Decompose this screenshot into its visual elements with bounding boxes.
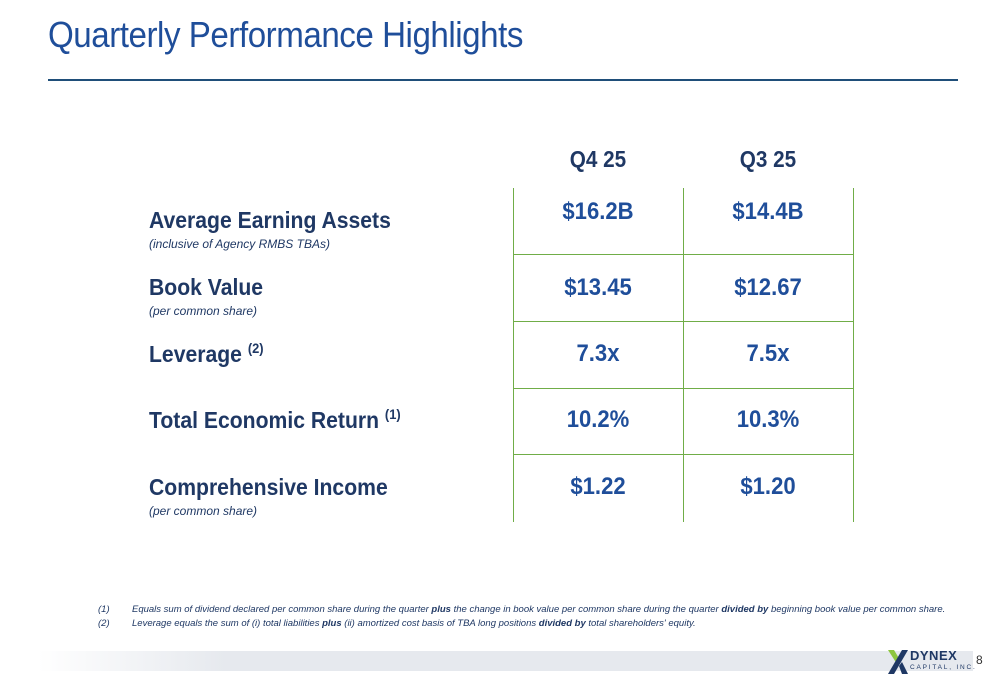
footnote-number: (1): [98, 604, 110, 615]
cell-average-earning-assets-q3: $14.4B: [732, 198, 804, 225]
footnote-1: (1) Equals sum of dividend declared per …: [98, 603, 968, 617]
footnotes: (1) Equals sum of dividend declared per …: [98, 603, 968, 631]
cell-total-economic-return-q3: 10.3%: [736, 406, 800, 433]
row-label-average-earning-assets: Average Earning Assets (inclusive of Age…: [149, 207, 509, 251]
grid-line-row-1: [513, 254, 853, 255]
grid-line-row-3: [513, 388, 853, 389]
row-title: Comprehensive Income: [149, 474, 388, 500]
footnote-text: Leverage equals the sum of (i) total lia…: [132, 618, 696, 629]
cell-comprehensive-income-q4: $1.22: [570, 473, 626, 500]
grid-line-middle: [683, 188, 684, 522]
cell-total-economic-return-q4: 10.2%: [566, 406, 630, 433]
dynex-x-icon: [888, 650, 908, 674]
footnote-number: (2): [98, 618, 110, 629]
row-title: Average Earning Assets: [149, 207, 391, 233]
row-label-comprehensive-income: Comprehensive Income (per common share): [149, 474, 509, 518]
footnote-ref: (2): [247, 340, 264, 356]
grid-line-left: [513, 188, 514, 522]
row-title: Leverage (2): [149, 340, 264, 367]
footer-bar: [38, 651, 973, 671]
cell-leverage-q4: 7.3x: [576, 340, 620, 367]
grid-line-row-4: [513, 454, 853, 455]
grid-line-row-2: [513, 321, 853, 322]
footnote-2: (2) Leverage equals the sum of (i) total…: [98, 617, 968, 631]
grid-line-right: [853, 188, 854, 522]
cell-comprehensive-income-q3: $1.20: [740, 473, 796, 500]
row-label-book-value: Book Value (per common share): [149, 274, 509, 318]
page-title: Quarterly Performance Highlights: [48, 14, 523, 55]
column-header-q4: Q4 25: [569, 146, 627, 172]
dynex-logo: DYNEX CAPITAL, INC.: [888, 647, 975, 677]
column-header-q3: Q3 25: [739, 146, 797, 172]
footnote-text: Equals sum of dividend declared per comm…: [132, 604, 946, 615]
cell-book-value-q3: $12.67: [734, 274, 802, 301]
row-title: Total Economic Return (1): [149, 406, 401, 433]
row-subtitle: (per common share): [149, 504, 258, 518]
row-label-total-economic-return: Total Economic Return (1): [149, 406, 509, 434]
row-title: Book Value: [149, 274, 264, 300]
row-subtitle: (inclusive of Agency RMBS TBAs): [149, 237, 330, 251]
cell-leverage-q3: 7.5x: [746, 340, 790, 367]
logo-subtitle: CAPITAL, INC.: [910, 664, 977, 671]
row-label-leverage: Leverage (2): [149, 340, 509, 368]
cell-average-earning-assets-q4: $16.2B: [562, 198, 634, 225]
cell-book-value-q4: $13.45: [564, 274, 632, 301]
logo-wordmark: DYNEX: [910, 648, 958, 663]
footnote-ref: (1): [384, 406, 401, 422]
row-subtitle: (per common share): [149, 304, 258, 318]
page-number: 8: [976, 653, 983, 667]
title-divider: [48, 79, 958, 81]
